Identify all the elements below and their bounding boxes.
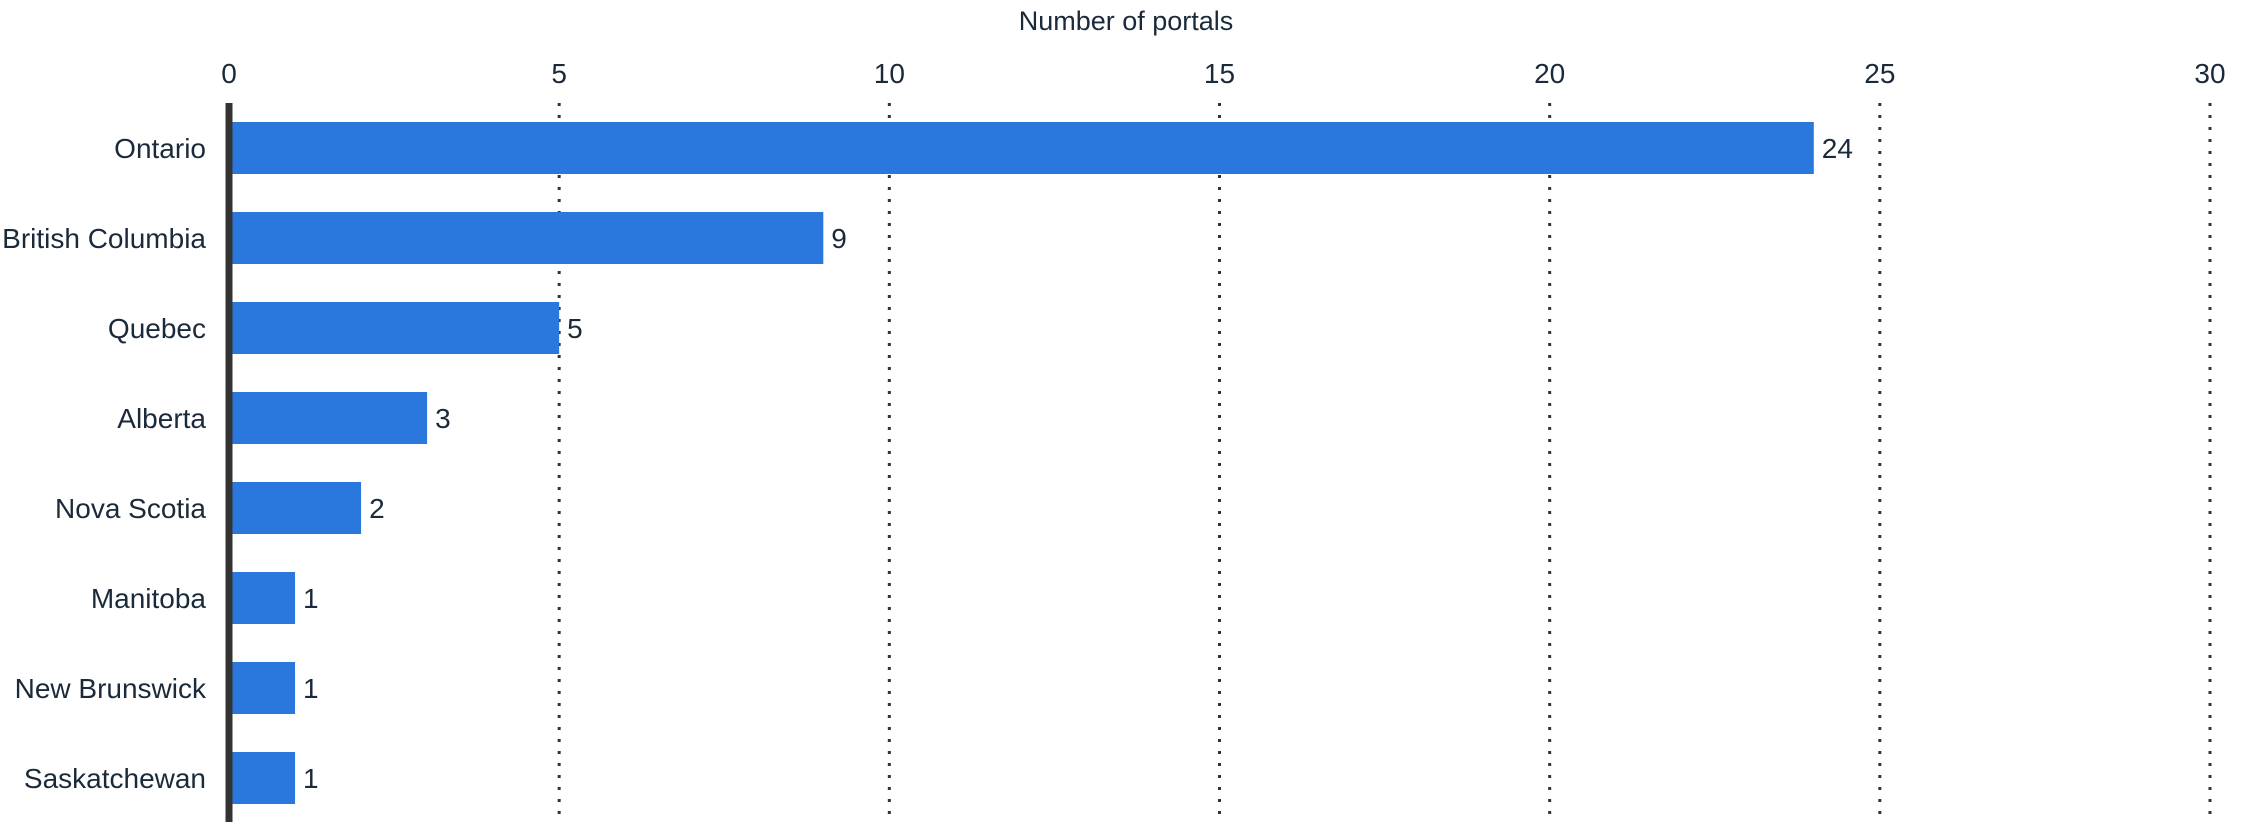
bar-nova-scotia (229, 482, 362, 534)
x-tick-label-20: 20 (1534, 58, 1565, 89)
category-label-alberta: Alberta (117, 403, 206, 434)
data-label-new-brunswick: 1 (303, 673, 319, 704)
x-axis-title: Number of portals (1019, 6, 1234, 36)
bars (229, 122, 1814, 804)
bar-manitoba (229, 572, 296, 624)
bar-new-brunswick (229, 662, 296, 714)
data-labels: 24 9 5 3 2 1 1 1 (303, 133, 1853, 794)
data-label-alberta: 3 (435, 403, 451, 434)
bar-alberta (229, 392, 428, 444)
category-label-manitoba: Manitoba (91, 583, 207, 614)
category-labels: Ontario British Columbia Quebec Alberta Nova… (2, 133, 207, 794)
bar-quebec (229, 302, 560, 354)
x-tick-label-10: 10 (874, 58, 905, 89)
data-label-british-columbia: 9 (831, 223, 847, 254)
data-label-nova-scotia: 2 (369, 493, 385, 524)
data-label-quebec: 5 (567, 313, 583, 344)
category-label-quebec: Quebec (108, 313, 206, 344)
x-tick-label-15: 15 (1204, 58, 1235, 89)
x-axis-ticks: 0 5 10 15 20 25 30 (221, 58, 2225, 89)
bar-ontario (229, 122, 1814, 174)
data-label-manitoba: 1 (303, 583, 319, 614)
bar-saskatchewan (229, 752, 296, 804)
x-tick-label-0: 0 (221, 58, 237, 89)
x-tick-label-30: 30 (2194, 58, 2225, 89)
x-tick-label-25: 25 (1864, 58, 1895, 89)
category-label-saskatchewan: Saskatchewan (24, 763, 206, 794)
data-label-ontario: 24 (1822, 133, 1853, 164)
x-tick-label-5: 5 (551, 58, 567, 89)
bar-british-columbia (229, 212, 824, 264)
category-label-new-brunswick: New Brunswick (15, 673, 207, 704)
category-label-nova-scotia: Nova Scotia (55, 493, 206, 524)
data-label-saskatchewan: 1 (303, 763, 319, 794)
category-label-british-columbia: British Columbia (2, 223, 206, 254)
gridlines (557, 103, 2212, 822)
category-label-ontario: Ontario (114, 133, 206, 164)
